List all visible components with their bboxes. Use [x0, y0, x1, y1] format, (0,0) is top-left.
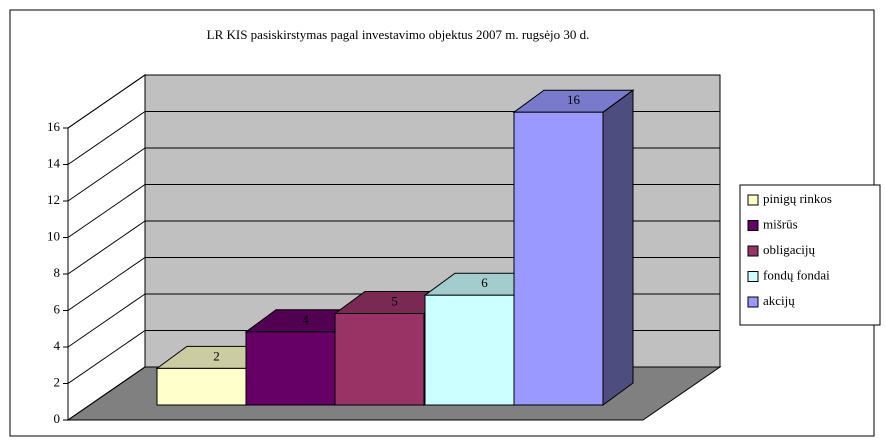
data-label: 16 [567, 92, 581, 107]
grid-line [67, 184, 146, 238]
legend-swatch [747, 271, 759, 282]
grid-line [67, 366, 146, 421]
legend-swatch [747, 194, 759, 206]
grid-line [67, 257, 146, 311]
legend [739, 184, 881, 326]
grid-line [67, 330, 146, 384]
data-label: 4 [302, 312, 309, 327]
y-tick-label: 2 [54, 374, 61, 389]
y-tick-label: 12 [47, 192, 60, 207]
bar [156, 367, 247, 406]
bar [424, 294, 515, 406]
legend-label: obligacijų [763, 242, 815, 257]
grid-line [67, 147, 146, 202]
grid-line [67, 111, 146, 165]
legend-swatch [747, 245, 759, 257]
grid-line [67, 293, 146, 348]
y-tick-label: 6 [54, 301, 61, 316]
data-label: 6 [481, 275, 488, 290]
data-label: 5 [391, 293, 398, 308]
y-tick-label: 10 [47, 228, 60, 243]
y-tick-label: 0 [54, 411, 61, 426]
chart-title: LR KIS pasiskirstymas pagal investavimo … [207, 27, 590, 42]
legend-label: mišrūs [763, 216, 798, 231]
bar [245, 331, 336, 406]
bar-side [602, 89, 634, 406]
legend-label: akcijų [763, 293, 795, 308]
grid-line [67, 220, 146, 275]
legend-label: fondų fondai [763, 267, 830, 282]
bar [513, 111, 604, 406]
legend-swatch [747, 220, 759, 231]
y-tick-label: 14 [47, 155, 61, 170]
y-tick-label: 8 [54, 265, 61, 280]
legend-swatch [747, 296, 759, 308]
data-label: 2 [213, 348, 220, 363]
y-tick-label: 4 [54, 338, 61, 353]
grid-line [67, 74, 146, 129]
legend-label: pinigų rinkos [763, 191, 832, 206]
y-tick-label: 16 [47, 119, 61, 134]
bar [334, 313, 425, 406]
